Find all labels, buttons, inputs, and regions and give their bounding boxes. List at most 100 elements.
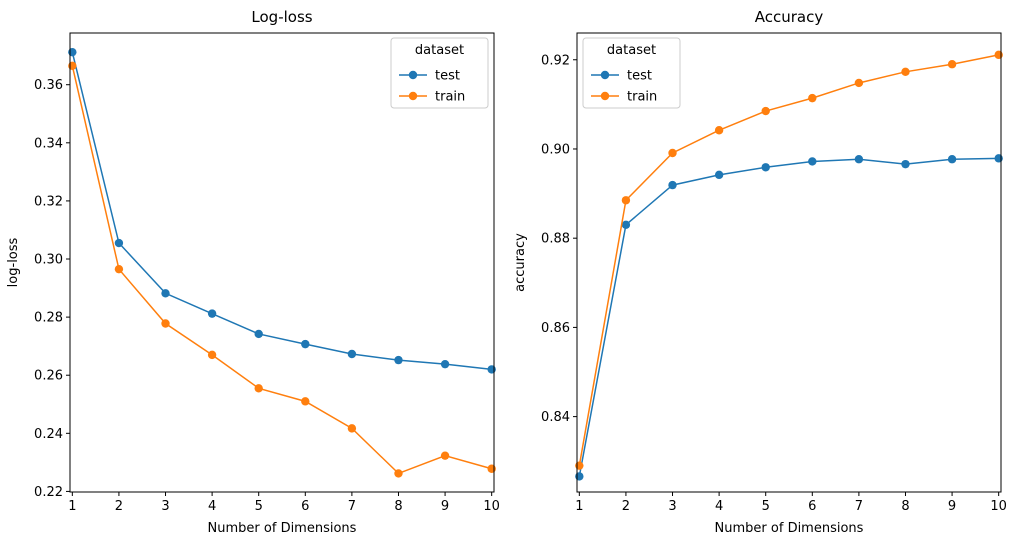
x-tick-label: 4 [715,499,723,514]
data-point-test [207,309,217,318]
series-line-train [71,65,492,475]
x-tick-label: 3 [161,499,169,514]
x-tick-label: 10 [483,499,500,514]
data-point-train [487,464,496,473]
y-tick-label: 0.88 [541,232,570,247]
plot-frame [576,32,1002,493]
data-point-test [994,154,1003,163]
data-point-test [808,157,817,166]
data-point-train [854,78,864,88]
data-point-train [68,61,77,71]
legend-label-train: train [627,90,657,105]
data-point-test [440,359,450,369]
data-point-test [901,159,910,169]
y-tick-label: 0.36 [34,78,63,93]
data-point-test [714,170,724,180]
data-point-test [575,472,584,481]
data-point-test [301,339,310,349]
y-tick-label: 0.32 [34,194,63,209]
data-point-train [808,93,817,103]
plot-frame [69,32,495,493]
accuracy-panel: Accuracy 1 2 3 4 5 6 7 8 9 10 0.84 0.86 0.88 0.90 0.92 N… [513,8,1007,536]
series-line-test [71,51,492,371]
legend: dataset test train [390,37,489,109]
chart-title: Log-loss [251,8,312,26]
legend-marker-test [600,70,610,80]
logloss-panel: Log-loss 1 2 3 4 5 6 7 8 9 10 0.22 0.24 0.26 0.28 0.30 0… [6,8,500,536]
legend-marker-test [408,70,418,80]
data-point-test [668,180,677,190]
data-point-train [621,196,631,205]
legend-title: dataset [415,43,464,58]
legend: dataset test train [582,37,681,109]
x-tick-label: 6 [301,499,309,514]
data-point-train [207,350,217,360]
x-tick-label: 7 [855,499,863,514]
y-tick-label: 0.86 [541,321,570,336]
chart-title: Accuracy [755,8,824,26]
y-tick-label: 0.34 [34,136,63,151]
x-tick-label: 9 [948,499,956,514]
data-point-train [761,106,770,116]
y-tick-label: 0.22 [34,485,63,500]
y-axis-label: accuracy [513,233,528,292]
data-point-test [114,238,124,248]
x-tick-label: 8 [394,499,402,514]
x-tick-label: 9 [441,499,449,514]
legend-label-train: train [435,90,465,105]
y-tick-label: 0.84 [541,410,570,425]
data-point-test [161,289,170,298]
y-tick-label: 0.28 [34,311,63,326]
y-axis-label: log-loss [6,237,21,287]
data-point-train [114,264,124,274]
y-tick-label: 0.30 [34,253,63,268]
y-tick-label: 0.26 [34,369,63,384]
x-axis-label: Number of Dimensions [208,521,357,536]
x-tick-label: 10 [990,499,1007,514]
legend-marker-train [600,91,610,101]
data-point-test [68,47,77,57]
data-point-train [714,126,724,135]
data-point-train [901,67,910,77]
legend-marker-train [408,91,418,101]
data-point-train [440,451,450,460]
data-point-train [994,50,1003,60]
data-point-test [947,155,957,164]
x-tick-label: 5 [762,499,770,514]
data-point-train [301,397,310,406]
data-point-train [575,461,584,470]
data-point-test [854,155,864,164]
data-point-test [347,349,357,359]
data-point-test [487,365,496,374]
legend-box [582,37,681,109]
y-tick-label: 0.90 [541,142,570,157]
series-line-test [578,157,999,477]
x-tick-label: 7 [348,499,356,514]
data-point-test [394,355,403,365]
x-tick-label: 2 [622,499,630,514]
legend-label-test: test [627,69,652,84]
data-point-train [394,469,403,478]
x-tick-label: 8 [901,499,909,514]
data-point-test [254,329,263,339]
series-line-train [578,54,999,466]
y-tick-label: 0.92 [541,53,570,68]
x-tick-label: 1 [575,499,583,514]
data-point-train [668,148,677,158]
data-point-train [161,319,170,328]
x-axis-label: Number of Dimensions [715,521,864,536]
data-point-train [347,424,357,433]
x-tick-label: 2 [115,499,123,514]
x-tick-label: 1 [68,499,76,514]
x-tick-label: 4 [208,499,216,514]
data-point-train [254,384,263,393]
x-tick-label: 6 [808,499,816,514]
data-point-test [761,163,770,172]
y-tick-label: 0.24 [34,427,63,442]
data-point-train [947,60,957,69]
x-tick-label: 3 [668,499,676,514]
x-tick-label: 5 [255,499,263,514]
legend-title: dataset [607,43,656,58]
data-point-test [621,220,631,230]
